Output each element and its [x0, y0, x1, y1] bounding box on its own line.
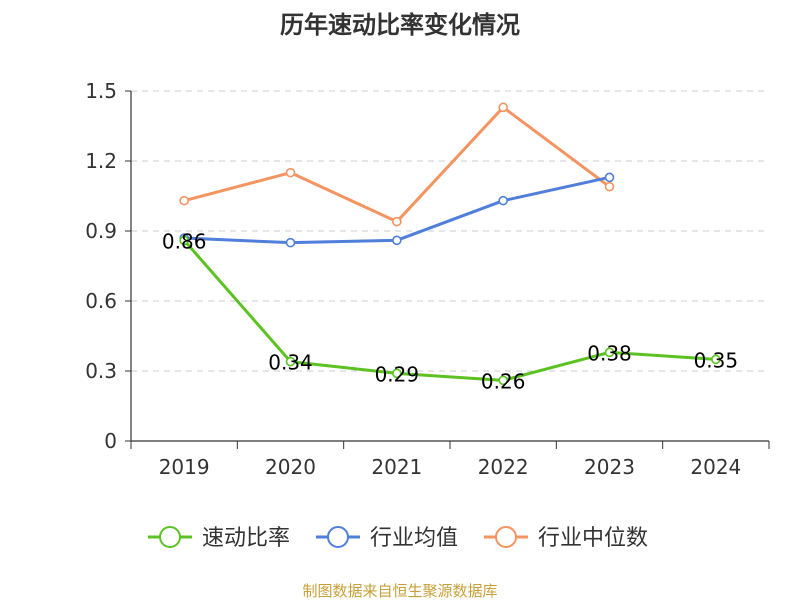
- data-point: [179, 235, 189, 246]
- data-label: 0.86: [162, 229, 207, 253]
- data-point: [711, 354, 721, 365]
- legend-label: 速动比率: [202, 526, 290, 551]
- data-point: [498, 195, 508, 206]
- y-tick-label: 1.2: [85, 149, 117, 173]
- series-line: [183, 105, 611, 224]
- series-line: [184, 175, 610, 245]
- data-point: [179, 195, 189, 206]
- data-label: 0.29: [375, 362, 420, 386]
- data-point: [604, 172, 615, 183]
- data-point: [604, 347, 615, 358]
- data-point: [604, 181, 615, 192]
- y-tick-label: 0.6: [85, 289, 117, 313]
- data-label-layer: 0.86 0.34 0.29 0.26 0.38 0.35: [162, 229, 738, 393]
- legend-label: 行业均值: [370, 526, 458, 551]
- legend-label: 行业中位数: [538, 526, 648, 551]
- data-label: 0.34: [268, 351, 313, 375]
- data-point: [392, 235, 402, 246]
- data-point: [285, 356, 296, 367]
- x-tick-label: 2019: [159, 455, 210, 479]
- y-tick-label: 1.5: [85, 79, 117, 103]
- y-tick-label: 0: [104, 429, 117, 453]
- data-point: [498, 375, 508, 386]
- data-point: [285, 167, 296, 178]
- legend: 速动比率 行业均值 行业中位数: [148, 526, 648, 551]
- series-line: [183, 239, 716, 382]
- data-point: [285, 237, 296, 248]
- legend-swatch-marker: [327, 526, 349, 548]
- data-point: [392, 216, 402, 227]
- data-label: 0.38: [587, 341, 632, 365]
- x-tick-label: 2023: [584, 455, 635, 479]
- x-tick-label: 2022: [478, 455, 529, 479]
- series-layer: [179, 102, 721, 386]
- legend-item: 行业中位数: [484, 526, 648, 551]
- legend-swatch-marker: [495, 526, 517, 548]
- legend-item: 速动比率: [148, 526, 290, 551]
- x-tick-label: 2024: [690, 455, 741, 479]
- grid-layer: [131, 90, 769, 372]
- legend-swatch-marker: [159, 526, 181, 548]
- data-label: 0.26: [481, 369, 526, 393]
- axis-layer: 0 0.3 0.6 0.9 1.2 1.5 2019 2020 2021 2022 2023 2024: [85, 79, 770, 479]
- source-note: 制图数据来自恒生聚源数据库: [302, 582, 497, 600]
- legend-item: 行业均值: [316, 526, 458, 551]
- y-tick-label: 0.9: [85, 219, 117, 243]
- y-tick-label: 0.3: [85, 359, 117, 383]
- data-label: 0.35: [694, 348, 739, 372]
- chart-title: 历年速动比率变化情况: [280, 11, 520, 39]
- x-tick-label: 2020: [265, 455, 316, 479]
- data-point: [498, 102, 508, 113]
- x-tick-label: 2021: [371, 455, 422, 479]
- data-point: [392, 368, 402, 379]
